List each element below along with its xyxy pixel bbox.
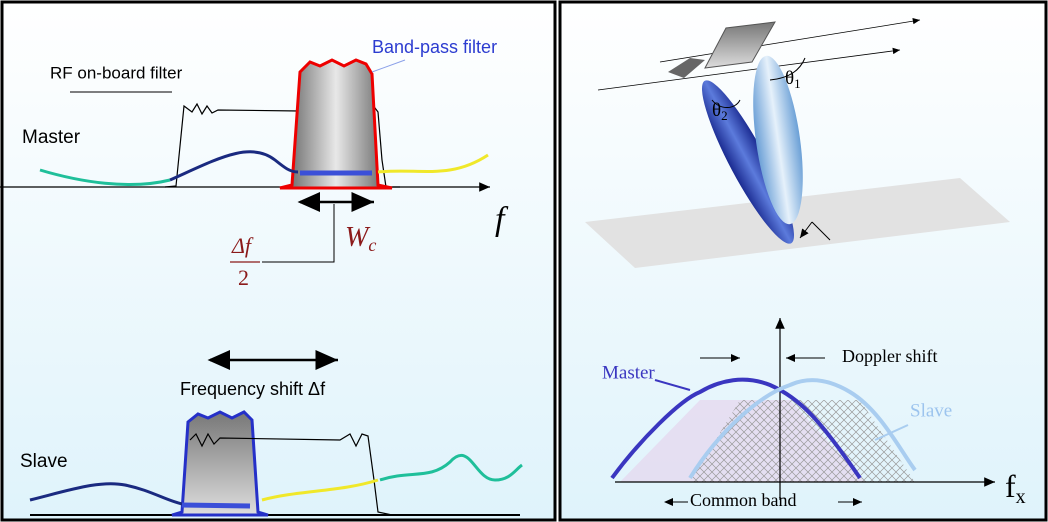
spectrum-selected (182, 505, 250, 506)
label: Band-pass filter (372, 37, 497, 57)
label: Common band (690, 490, 797, 510)
left-panel: RF on-board filter Band-pass filter Mast… (0, 2, 555, 520)
right-panel: θ1 θ2 Doppler shift Master Slave fx Comm… (560, 2, 1046, 520)
label: Δf (231, 233, 254, 258)
slave-band-pass (172, 412, 268, 515)
label: Master (22, 127, 81, 148)
label: Slave (910, 400, 952, 421)
label: Master (602, 362, 655, 383)
label: Frequency shift Δf (180, 379, 326, 399)
figure: RF on-board filter Band-pass filter Mast… (0, 0, 1048, 522)
label: RF on-board filter (50, 63, 183, 82)
label: Doppler shift (842, 346, 937, 366)
label: 2 (238, 265, 249, 290)
label: Slave (20, 451, 68, 472)
